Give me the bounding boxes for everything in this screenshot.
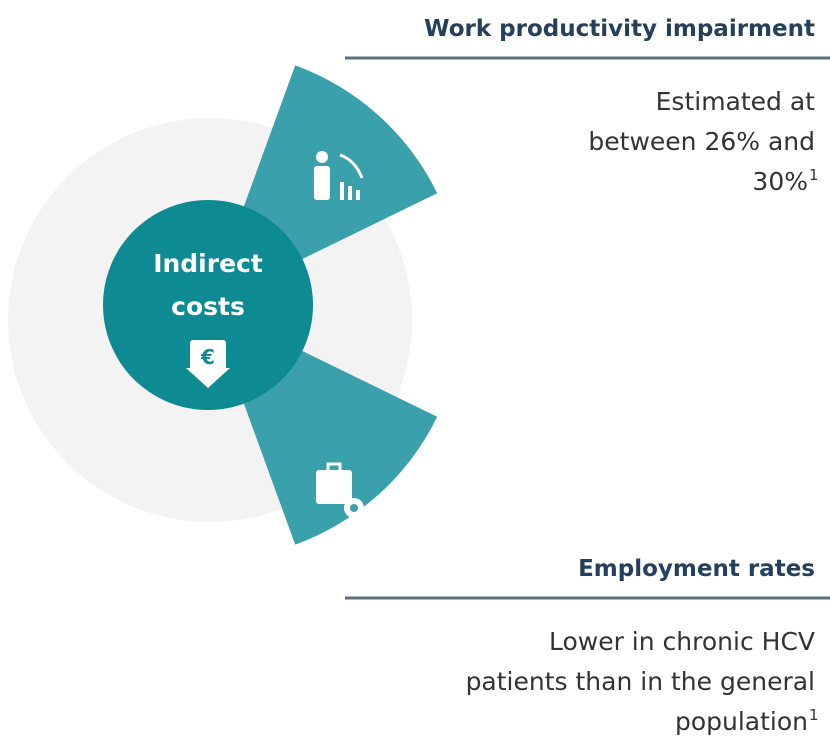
productivity-icon — [314, 151, 364, 200]
section-text: patients than in the general — [466, 667, 815, 696]
section-text: between 26% and — [588, 127, 815, 156]
euro-icon: € — [186, 340, 230, 388]
section-title: Work productivity impairment — [424, 16, 815, 42]
center-label: costs — [171, 292, 245, 321]
briefcase-icon — [316, 462, 364, 518]
section-title: Employment rates — [578, 556, 815, 582]
center-circle — [103, 200, 313, 410]
svg-text:€: € — [200, 345, 215, 369]
section-text: Lower in chronic HCV — [549, 627, 815, 656]
section-text: population — [675, 707, 808, 736]
footnote-ref: 1 — [809, 166, 819, 184]
center-label: Indirect — [153, 249, 263, 278]
section-text: 30% — [752, 167, 808, 196]
section-text: Estimated at — [656, 87, 816, 116]
footnote-ref: 1 — [809, 706, 819, 724]
